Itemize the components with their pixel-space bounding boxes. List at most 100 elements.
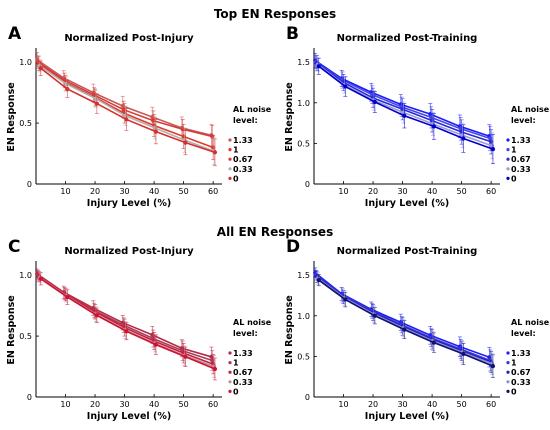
legend-marker (506, 157, 510, 161)
data-point (316, 277, 321, 283)
data-point (461, 136, 466, 141)
legend-title: AL noise level: (233, 318, 272, 338)
x-tick-label: 50 (457, 400, 467, 409)
legend-title: AL noise level: (511, 105, 550, 125)
x-tick-label: 60 (486, 400, 496, 409)
legend-marker (506, 138, 510, 142)
data-point (431, 124, 436, 129)
data-point (212, 366, 218, 372)
legend-marker (228, 370, 232, 374)
series-0 (38, 60, 218, 167)
data-point (65, 86, 70, 92)
x-tick-label: 10 (60, 400, 70, 409)
x-axis-label: Injury Level (%) (365, 198, 449, 209)
data-point (183, 140, 188, 145)
y-tick-label: 1.0 (297, 99, 310, 108)
data-point (94, 313, 99, 318)
series-line (38, 62, 214, 149)
y-axis-label: EN Response (284, 82, 295, 151)
data-point (402, 327, 407, 332)
y-tick-label: 0.5 (19, 119, 32, 128)
panel-letter: C (8, 237, 20, 257)
legend-title-line: level: (511, 116, 536, 125)
x-tick-label: 30 (119, 187, 129, 196)
legend-marker (506, 351, 510, 355)
x-tick-label: 60 (208, 400, 218, 409)
legend-marker (506, 389, 510, 393)
panel-letter: D (286, 237, 300, 257)
data-point (212, 150, 218, 155)
panel-title: Normalized Post-Injury (64, 33, 194, 44)
x-tick-label: 20 (90, 187, 100, 196)
data-point (124, 329, 129, 334)
x-tick-label: 60 (208, 187, 218, 196)
data-point (183, 354, 188, 359)
legend-label: 1 (233, 146, 239, 155)
legend-marker (506, 380, 510, 384)
legend-marker (228, 361, 232, 365)
x-tick-label: 10 (338, 400, 348, 409)
legend-label: 0.67 (511, 368, 531, 377)
legend-label: 1.33 (511, 136, 531, 145)
data-point (65, 295, 70, 300)
x-tick-label: 50 (179, 400, 189, 409)
data-point (124, 117, 129, 122)
legend-title: AL noise level: (511, 318, 550, 338)
y-tick-label: 1.5 (297, 271, 310, 280)
y-tick-label: 0 (305, 180, 310, 189)
x-tick-label: 50 (457, 187, 467, 196)
x-axis-label: Injury Level (%) (87, 411, 171, 422)
data-point (316, 64, 321, 69)
data-point (372, 313, 377, 318)
x-tick-label: 40 (149, 400, 159, 409)
legend-marker (506, 370, 510, 374)
legend-title-line: level: (511, 329, 536, 338)
legend-title-line: level: (233, 116, 258, 125)
data-point (38, 66, 43, 71)
legend-title: AL noise level: (233, 105, 272, 125)
legend-label: 0 (233, 174, 239, 183)
x-tick-label: 40 (427, 400, 437, 409)
series-0 (316, 57, 496, 165)
x-axis-label: Injury Level (%) (87, 198, 171, 209)
data-point (94, 101, 99, 106)
y-tick-label: 1.0 (19, 58, 32, 67)
x-tick-label: 10 (338, 187, 348, 196)
series-0 (38, 272, 218, 381)
legend-label: 1 (511, 146, 517, 155)
data-point (372, 99, 377, 105)
data-point (490, 146, 496, 152)
x-tick-label: 50 (179, 187, 189, 196)
panel-letter: B (286, 24, 299, 44)
legend-title-line: AL noise (511, 318, 550, 327)
data-point (490, 364, 496, 369)
legend-marker (506, 167, 510, 171)
legend-marker (228, 351, 232, 355)
legend-label: 1.33 (233, 136, 253, 145)
y-tick-label: 1.5 (297, 58, 310, 67)
legend-label: 1 (511, 359, 517, 368)
y-tick-label: 1.0 (19, 271, 32, 280)
legend-label: 0.33 (233, 378, 253, 387)
x-tick-label: 20 (368, 400, 378, 409)
legend-label: 1.33 (233, 349, 253, 358)
data-point (152, 125, 158, 131)
series-1 (35, 55, 215, 148)
section-title-all: All EN Responses (217, 225, 333, 239)
legend-label: 1 (233, 359, 239, 368)
data-point (153, 342, 158, 347)
panel-title: Normalized Post-Injury (64, 246, 194, 257)
legend-marker (228, 176, 232, 180)
legend-marker (228, 157, 232, 161)
legend-label: 0.33 (233, 165, 253, 174)
x-tick-label: 40 (427, 187, 437, 196)
x-tick-label: 10 (60, 187, 70, 196)
x-tick-label: 20 (90, 400, 100, 409)
x-tick-label: 30 (397, 187, 407, 196)
legend-label: 0.67 (233, 368, 253, 377)
